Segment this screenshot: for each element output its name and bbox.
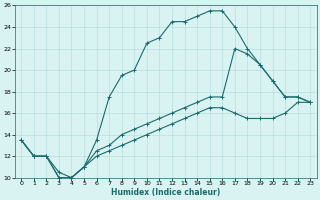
X-axis label: Humidex (Indice chaleur): Humidex (Indice chaleur) [111,188,220,197]
